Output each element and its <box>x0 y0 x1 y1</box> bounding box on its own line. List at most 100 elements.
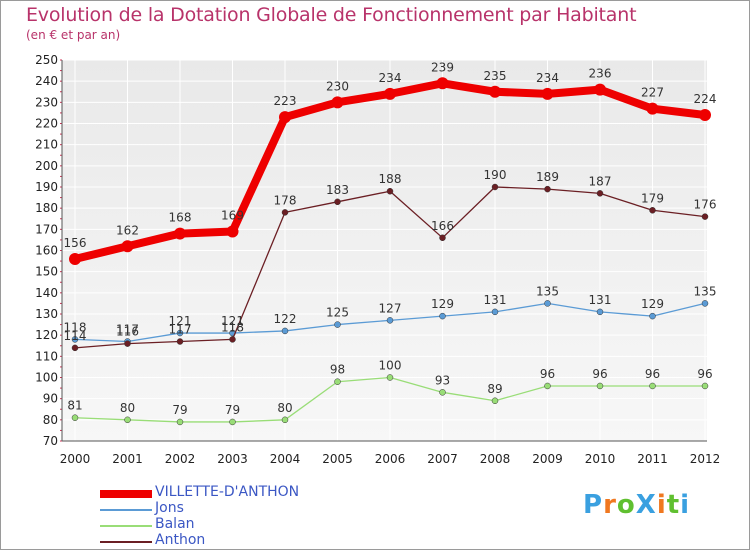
data-point <box>439 234 446 242</box>
data-label: 100 <box>379 359 402 373</box>
x-tick-label: 2007 <box>427 452 458 466</box>
data-label: 125 <box>326 306 349 320</box>
y-tick-label: 250 <box>35 53 58 67</box>
data-point <box>176 329 184 337</box>
data-point <box>646 102 659 115</box>
data-label: 187 <box>589 174 612 188</box>
y-tick-label: 180 <box>35 201 58 215</box>
data-label: 80 <box>277 401 292 415</box>
data-label: 80 <box>120 401 135 415</box>
y-tick-label: 140 <box>35 286 58 300</box>
logo-letter: X <box>635 490 657 520</box>
y-tick-label: 200 <box>35 159 58 173</box>
data-label: 89 <box>487 382 502 396</box>
chart-title: Evolution de la Dotation Globale de Fonc… <box>26 4 637 26</box>
y-tick-label: 240 <box>35 74 58 88</box>
y-tick-label: 70 <box>43 434 58 448</box>
y-tick-label: 100 <box>35 371 58 385</box>
data-point <box>174 227 186 240</box>
legend-swatch <box>100 490 152 498</box>
legend-swatch <box>100 541 152 543</box>
data-point <box>71 344 79 352</box>
data-point <box>334 378 341 385</box>
data-point <box>699 109 711 122</box>
data-label: 117 <box>116 323 139 337</box>
y-tick-label: 170 <box>35 222 58 236</box>
logo-letter: i <box>680 490 691 520</box>
data-label: 79 <box>225 403 240 417</box>
data-label: 118 <box>221 320 244 334</box>
data-point <box>71 336 79 343</box>
x-tick-label: 2008 <box>480 452 511 466</box>
y-tick-label: 210 <box>35 138 58 152</box>
data-label: 121 <box>169 314 192 328</box>
data-point <box>229 418 236 426</box>
x-tick-label: 2000 <box>60 452 91 466</box>
data-point <box>176 418 184 426</box>
y-tick-label: 190 <box>35 180 58 194</box>
data-label: 98 <box>330 363 345 377</box>
data-label: 81 <box>67 399 82 413</box>
data-label: 224 <box>694 92 717 106</box>
data-label: 223 <box>274 94 297 108</box>
data-label: 227 <box>641 86 664 100</box>
data-label: 118 <box>64 320 87 334</box>
data-label: 121 <box>221 314 244 328</box>
y-tick-label: 230 <box>35 95 58 109</box>
x-tick-label: 2006 <box>375 452 406 466</box>
logo-letter: r <box>603 490 617 520</box>
data-point <box>386 317 394 324</box>
data-label: 188 <box>379 172 402 186</box>
data-point <box>229 336 236 343</box>
data-label: 127 <box>379 301 402 315</box>
y-tick-label: 110 <box>35 349 58 363</box>
x-tick-label: 2011 <box>637 452 668 466</box>
data-point <box>281 327 289 335</box>
y-tick-label: 130 <box>35 307 58 321</box>
data-point <box>541 87 554 100</box>
data-point <box>436 77 449 90</box>
data-label: 169 <box>221 208 244 222</box>
x-tick-label: 2010 <box>585 452 616 466</box>
x-tick-label: 2012 <box>690 452 721 466</box>
data-point <box>491 397 499 405</box>
data-label: 93 <box>435 373 450 387</box>
data-label: 96 <box>540 367 555 381</box>
data-label: 156 <box>64 236 87 250</box>
data-point <box>596 190 604 197</box>
data-label: 235 <box>484 69 507 83</box>
data-point <box>491 308 499 316</box>
logo-letter: i <box>656 490 667 520</box>
data-point <box>384 87 396 100</box>
data-label: 117 <box>169 323 192 337</box>
data-point <box>544 300 551 307</box>
logo-letter: o <box>616 490 636 520</box>
data-point <box>121 240 134 253</box>
data-point <box>226 225 239 238</box>
data-point <box>124 416 131 424</box>
legend-swatch <box>100 525 152 527</box>
data-label: 96 <box>645 367 660 381</box>
data-label: 114 <box>64 329 87 343</box>
data-point <box>649 207 656 214</box>
x-tick-label: 2005 <box>322 452 353 466</box>
data-point <box>701 382 709 390</box>
data-point <box>701 213 709 220</box>
data-label: 236 <box>589 67 612 81</box>
data-label: 135 <box>694 284 717 298</box>
x-tick-label: 2001 <box>112 452 143 466</box>
x-tick-label: 2003 <box>217 452 248 466</box>
data-point <box>489 85 501 98</box>
y-tick-label: 80 <box>43 413 58 427</box>
data-label: 131 <box>484 293 507 307</box>
y-tick-label: 220 <box>35 117 58 131</box>
legend-label: Jons <box>155 500 184 516</box>
data-point <box>491 183 499 191</box>
data-point <box>439 389 446 396</box>
logo-letter: P <box>583 490 604 520</box>
x-tick-label: 2002 <box>165 452 196 466</box>
data-point <box>334 198 341 206</box>
data-point <box>331 96 344 109</box>
legend-label: Anthon <box>155 532 206 548</box>
